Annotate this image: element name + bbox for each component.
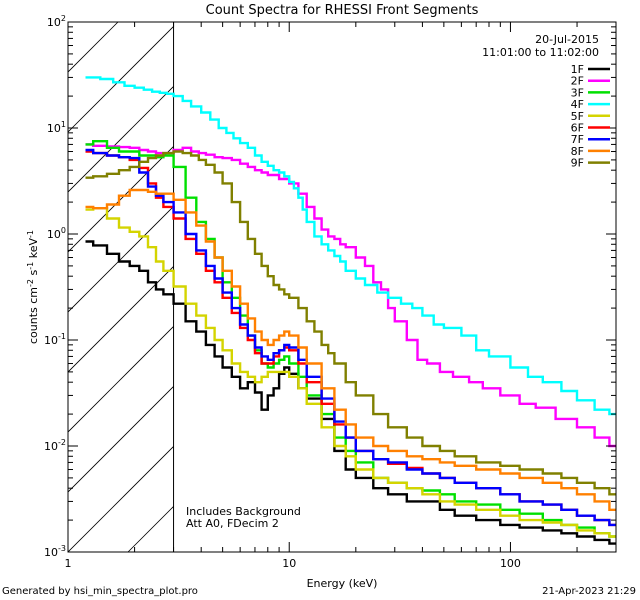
x-axis-label: Energy (keV) xyxy=(307,577,378,590)
hatch-line xyxy=(68,385,174,493)
x-tick-label: 100 xyxy=(500,557,521,570)
hatch-line xyxy=(428,22,640,552)
y-tick-label: 10-1 xyxy=(44,332,66,347)
y-tick-label: 101 xyxy=(47,120,66,135)
axis-layer: 1 10 100 10-3 10-2 10-1 100 101 102 xyxy=(44,14,617,570)
annotation-attenuator: Att A0, FDecim 2 xyxy=(186,517,279,530)
legend-label-9F: 9F xyxy=(571,157,584,170)
footer-generated-by: Generated by hsi_min_spectra_plot.pro xyxy=(2,586,198,597)
plot-frame xyxy=(67,21,617,553)
series-7F-line xyxy=(85,148,616,527)
hatch-line xyxy=(68,22,119,73)
shaded-region xyxy=(68,22,640,552)
x-tick-label: 10 xyxy=(282,557,296,570)
series-layer xyxy=(85,22,616,552)
hatch-line xyxy=(68,445,174,552)
series-4F-line xyxy=(85,76,616,416)
legend-label-5F: 5F xyxy=(571,110,584,123)
y-tick-label: 102 xyxy=(47,14,66,29)
legend-label-7F: 7F xyxy=(571,133,584,146)
series-9F-line xyxy=(85,150,616,496)
hatch-line xyxy=(68,205,174,313)
series-3F-line xyxy=(85,140,616,538)
legend-label-6F: 6F xyxy=(571,122,584,135)
legend-label-1F: 1F xyxy=(571,63,584,76)
series-1F-line xyxy=(85,240,616,545)
plot-date: 20-Jul-2015 xyxy=(535,33,599,46)
legend-label-8F: 8F xyxy=(571,145,584,158)
x-tick-label: 1 xyxy=(65,557,72,570)
legend-label-4F: 4F xyxy=(571,98,584,111)
hatch-line xyxy=(608,22,640,552)
hatch-line xyxy=(127,505,174,552)
y-axis-label: counts cm-2 s-1 keV-1 xyxy=(26,230,40,344)
series-8F-line xyxy=(85,188,616,511)
legend-label-2F: 2F xyxy=(571,75,584,88)
y-tick-label: 10-3 xyxy=(44,544,66,559)
legend-label-3F: 3F xyxy=(571,86,584,99)
plot-time-range: 11:01:00 to 11:02:00 xyxy=(482,46,599,59)
hatch-line xyxy=(68,25,174,133)
hatch-line xyxy=(68,265,174,373)
series-2F-line xyxy=(85,143,616,448)
series-5F-line xyxy=(85,207,616,538)
annotation-background: Includes Background xyxy=(186,505,301,518)
y-tick-label: 10-2 xyxy=(44,438,66,453)
hatch-line xyxy=(308,22,640,552)
y-tick-label: 100 xyxy=(47,226,66,241)
footer-timestamp: 21-Apr-2023 21:29 xyxy=(542,586,636,597)
hatch-line xyxy=(68,85,174,193)
chart-title: Count Spectra for RHESSI Front Segments xyxy=(206,3,479,18)
hatch-line xyxy=(68,145,174,253)
